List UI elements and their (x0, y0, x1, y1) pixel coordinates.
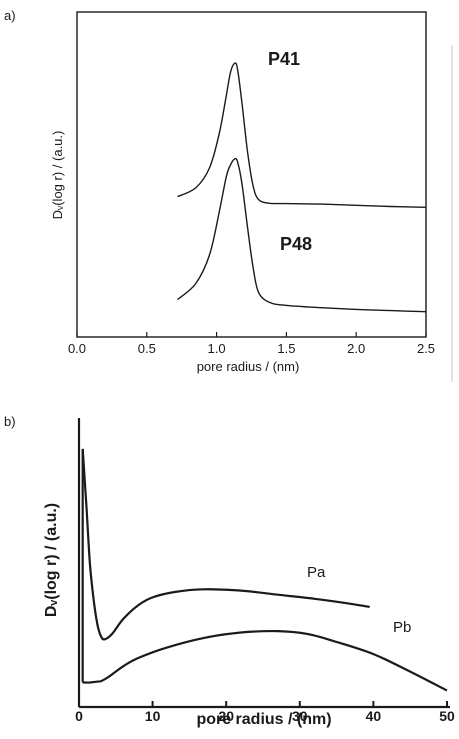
panel-a-x-tick-label: 0.0 (68, 341, 86, 356)
panel-b-x-axis-title: pore radius / (nm) (196, 711, 331, 728)
panel-a-y-axis-title: Dᵥ(log r) / (a.u.) (50, 131, 65, 220)
panel-a-frame (76, 11, 427, 338)
series-label-pb: Pb (393, 619, 411, 636)
panel-a-x-tick-label: 2.0 (347, 341, 365, 356)
panel-a-x-tick-label: 0.5 (138, 341, 156, 356)
panel-a: a) 0.0 0.5 1.0 1.5 2.0 2.5 P41 P48 pore … (4, 8, 453, 382)
panel-b-x-tick-label: 10 (145, 708, 161, 724)
series-line-pb (82, 629, 448, 692)
panel-a-x-tick-labels: 0.0 0.5 1.0 1.5 2.0 2.5 (68, 341, 435, 356)
panel-a-x-tick-label: 2.5 (417, 341, 435, 356)
panel-b-x-tick-label: 0 (75, 708, 83, 724)
panel-b: b) 0 10 20 30 40 50 Pa Pb pore radius / … (4, 414, 455, 728)
series-label-p41: P41 (268, 49, 300, 69)
panel-b-y-axis-title: Dᵥ(log r) / (a.u.) (43, 503, 60, 617)
panel-a-x-tick-label: 1.5 (277, 341, 295, 356)
panel-a-x-ticks (76, 332, 427, 337)
series-line-p41 (177, 62, 427, 208)
series-label-pa: Pa (307, 564, 326, 581)
series-line-pa (81, 448, 370, 641)
panel-a-label: a) (4, 8, 16, 23)
panel-a-curves (177, 62, 427, 313)
series-label-p48: P48 (280, 234, 312, 254)
panel-b-x-tick-label: 40 (366, 708, 382, 724)
panel-a-x-tick-label: 1.0 (208, 341, 226, 356)
panel-b-curves (81, 448, 448, 692)
panel-a-x-axis-title: pore radius / (nm) (197, 359, 300, 374)
panel-b-x-tick-label: 20 (218, 708, 234, 724)
panel-b-x-tick-labels: 0 10 20 30 40 50 (75, 708, 455, 724)
series-line-p48 (177, 157, 427, 313)
panel-b-label: b) (4, 414, 16, 429)
panel-b-x-tick-label: 50 (439, 708, 455, 724)
panel-b-x-ticks (78, 701, 448, 707)
panel-b-x-tick-label: 30 (292, 708, 308, 724)
